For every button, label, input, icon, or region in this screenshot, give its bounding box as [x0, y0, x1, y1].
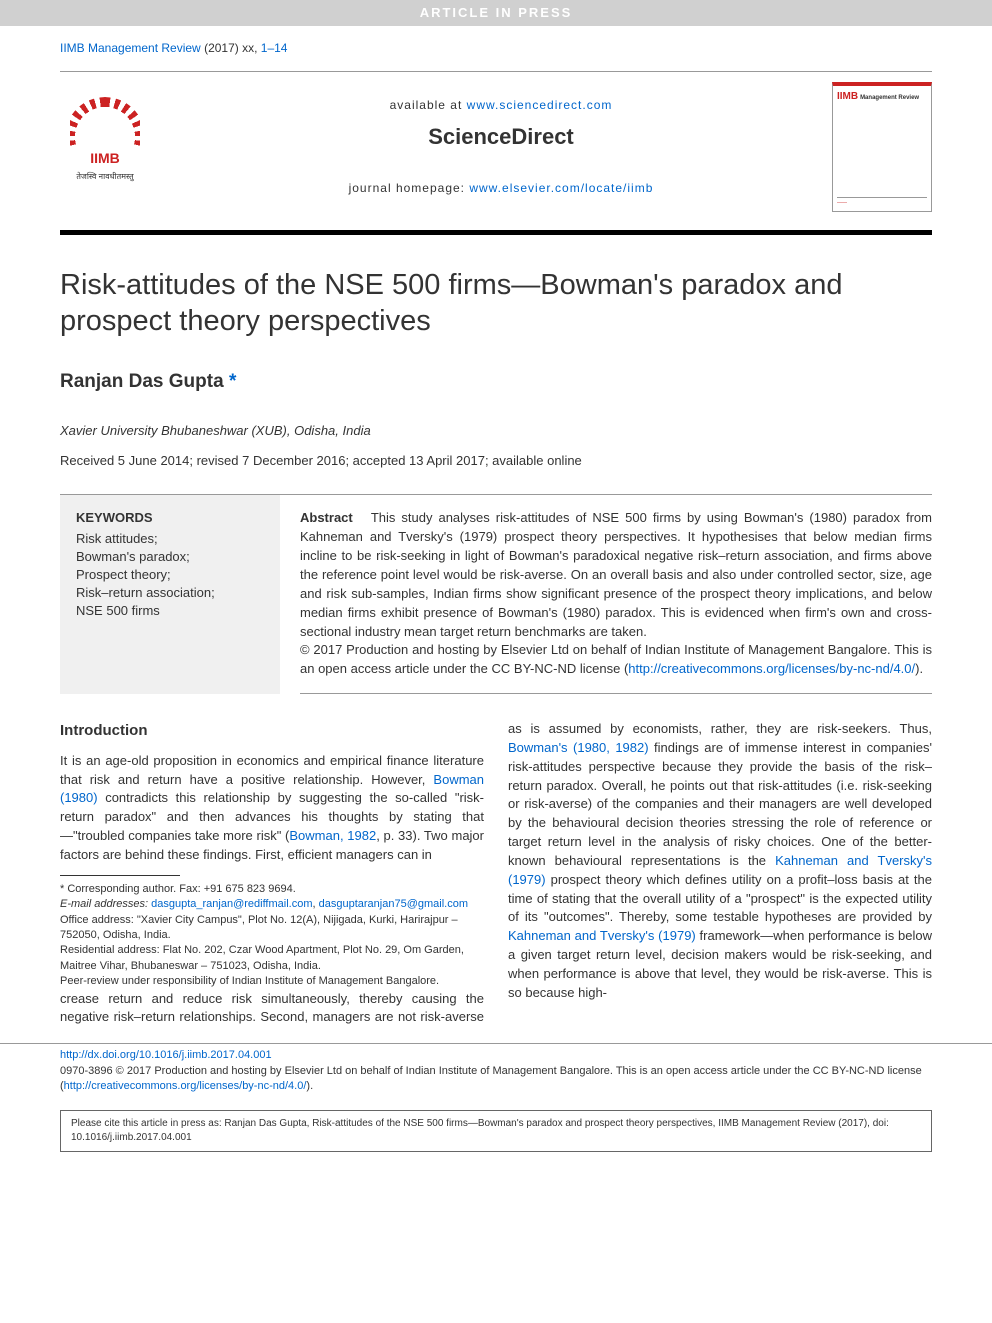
intro-text: prospect theory which defines utility on…: [508, 872, 932, 925]
journal-name: IIMB Management Review: [60, 41, 201, 55]
citation-box: Please cite this article in press as: Ra…: [60, 1110, 932, 1152]
journal-cover-thumbnail: IIMB Management Review ——: [832, 82, 932, 212]
abstract-text: Abstract This study analyses risk-attitu…: [300, 495, 932, 694]
journal-reference: IIMB Management Review (2017) xx, 1–14: [0, 26, 992, 63]
abstract-body: This study analyses risk-attitudes of NS…: [300, 510, 932, 638]
introduction-heading: Introduction: [60, 720, 484, 742]
homepage-link[interactable]: www.elsevier.com/locate/iimb: [469, 181, 653, 195]
citation-link[interactable]: Bowman, 1982: [289, 828, 376, 843]
author-name: Ranjan Das Gupta *: [60, 369, 932, 396]
email-label: E-mail addresses:: [60, 898, 148, 910]
homepage-prefix: journal homepage:: [349, 181, 470, 195]
iimb-logo-text: IIMB: [90, 149, 120, 169]
email-link[interactable]: dasgupta_ranjan@rediffmail.com: [151, 898, 312, 910]
cc-license-link[interactable]: http://creativecommons.org/licenses/by-n…: [628, 661, 915, 676]
cc-license-link[interactable]: http://creativecommons.org/licenses/by-n…: [64, 1080, 307, 1092]
doi-close: ).: [306, 1080, 313, 1092]
email-line: E-mail addresses: dasgupta_ranjan@rediff…: [60, 897, 484, 912]
header-center: available at www.sciencedirect.com Scien…: [170, 97, 832, 197]
keywords-box: KEYWORDS Risk attitudes; Bowman's parado…: [60, 495, 280, 694]
corresponding-asterisk: *: [229, 371, 236, 392]
intro-text: It is an age-old proposition in economic…: [60, 753, 484, 787]
author-text: Ranjan Das Gupta: [60, 371, 224, 392]
residential-address: Residential address: Flat No. 202, Czar …: [60, 943, 484, 974]
available-prefix: available at: [390, 98, 467, 112]
iimb-tagline: तेजस्वि नावधीतमस्तु: [76, 171, 133, 182]
citation-link[interactable]: Bowman's (1980, 1982): [508, 740, 649, 755]
cover-title: IIMB: [837, 91, 858, 102]
author-affiliation: Xavier University Bhubaneshwar (XUB), Od…: [60, 422, 932, 440]
article-title: Risk-attitudes of the NSE 500 firms—Bowm…: [60, 267, 932, 340]
email-link[interactable]: dasguptaranjan75@gmail.com: [319, 898, 468, 910]
intro-paragraph-1: It is an age-old proposition in economic…: [60, 752, 484, 865]
intro-text: findings are of immense interest in comp…: [508, 740, 932, 868]
body-columns: Introduction It is an age-old propositio…: [60, 720, 932, 1027]
journal-homepage: journal homepage: www.elsevier.com/locat…: [170, 180, 832, 197]
iimb-logo: IIMB तेजस्वि नावधीतमस्तु: [60, 97, 150, 197]
journal-header: IIMB तेजस्वि नावधीतमस्तु available at ww…: [60, 71, 932, 235]
abstract-label: Abstract: [300, 510, 353, 525]
article-content: Risk-attitudes of the NSE 500 firms—Bowm…: [0, 243, 992, 1037]
doi-block: http://dx.doi.org/10.1016/j.iimb.2017.04…: [0, 1043, 992, 1102]
abstract-block: KEYWORDS Risk attitudes; Bowman's parado…: [60, 494, 932, 694]
journal-vol: xx: [242, 41, 254, 55]
article-dates: Received 5 June 2014; revised 7 December…: [60, 452, 932, 470]
available-at: available at www.sciencedirect.com: [170, 97, 832, 114]
iimb-arc-icon: [70, 97, 140, 147]
journal-pages: 1–14: [261, 41, 288, 55]
cover-subtitle: Management Review: [860, 95, 919, 101]
keywords-heading: KEYWORDS: [76, 509, 264, 527]
sciencedirect-link[interactable]: www.sciencedirect.com: [467, 98, 613, 112]
citation-link[interactable]: Kahneman and Tversky's (1979): [508, 928, 696, 943]
doi-link[interactable]: http://dx.doi.org/10.1016/j.iimb.2017.04…: [60, 1049, 272, 1061]
cover-bottom: ——: [837, 197, 927, 207]
keywords-list: Risk attitudes; Bowman's paradox; Prospe…: [76, 530, 264, 621]
corresponding-author: * Corresponding author. Fax: +91 675 823…: [60, 882, 484, 897]
sciencedirect-brand: ScienceDirect: [170, 122, 832, 153]
journal-year: (2017): [204, 41, 239, 55]
peer-review-note: Peer-review under responsibility of Indi…: [60, 974, 484, 989]
press-banner: ARTICLE IN PRESS: [0, 0, 992, 26]
footnotes: * Corresponding author. Fax: +91 675 823…: [60, 882, 484, 990]
office-address: Office address: "Xavier City Campus", Pl…: [60, 913, 484, 944]
footnote-rule: [60, 875, 180, 876]
abstract-copyright-close: ).: [915, 661, 923, 676]
